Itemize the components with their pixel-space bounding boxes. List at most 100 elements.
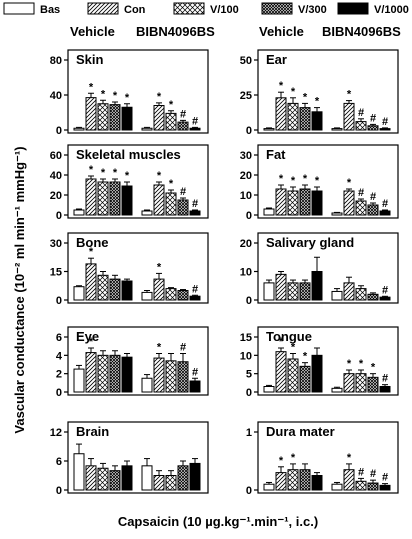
bar bbox=[287, 190, 299, 216]
y-tick-label: 0 bbox=[56, 210, 62, 222]
bar bbox=[165, 112, 177, 131]
y-tick-label: 10 bbox=[240, 350, 252, 362]
significance-marker: # bbox=[358, 107, 364, 119]
panel-title: Tongue bbox=[266, 329, 312, 344]
panel-frame bbox=[257, 144, 399, 219]
significance-marker: * bbox=[157, 342, 162, 354]
bar bbox=[85, 97, 97, 131]
bar bbox=[343, 469, 355, 491]
bar bbox=[287, 358, 299, 393]
significance-marker: * bbox=[125, 170, 130, 182]
bar bbox=[287, 102, 299, 131]
bar bbox=[263, 282, 275, 301]
significance-marker: # bbox=[192, 115, 198, 127]
significance-marker: # bbox=[370, 112, 376, 124]
bar bbox=[311, 111, 323, 131]
y-tick-label: 15 bbox=[50, 267, 62, 279]
bar bbox=[355, 288, 367, 301]
bar bbox=[165, 288, 177, 301]
bar bbox=[189, 295, 201, 301]
legend-swatch bbox=[173, 2, 205, 15]
bar bbox=[165, 192, 177, 216]
significance-marker: * bbox=[89, 336, 94, 348]
significance-marker: # bbox=[180, 342, 186, 354]
y-tick-label: 5 bbox=[246, 369, 252, 381]
significance-marker: * bbox=[89, 81, 94, 93]
bar bbox=[275, 188, 287, 216]
bar bbox=[355, 373, 367, 393]
significance-marker: * bbox=[89, 164, 94, 176]
bar bbox=[165, 475, 177, 491]
legend-swatch bbox=[337, 2, 369, 15]
significance-marker: * bbox=[291, 86, 296, 98]
bar bbox=[299, 282, 311, 301]
significance-marker: # bbox=[192, 283, 198, 295]
panel-title: Skeletal muscles bbox=[76, 147, 181, 162]
bar bbox=[97, 103, 109, 131]
legend-label: V/100 bbox=[210, 4, 239, 16]
y-tick-label: 50 bbox=[240, 55, 252, 67]
y-tick-label: 12 bbox=[50, 427, 62, 439]
significance-marker: # bbox=[358, 466, 364, 478]
significance-marker: * bbox=[291, 342, 296, 354]
bar bbox=[299, 469, 311, 491]
bar bbox=[73, 368, 85, 393]
y-tick-label: 15 bbox=[240, 332, 252, 344]
bar bbox=[73, 127, 85, 131]
bar bbox=[311, 271, 323, 301]
bar bbox=[121, 106, 133, 131]
bar bbox=[379, 128, 391, 131]
y-tick-label: 2 bbox=[56, 369, 62, 381]
bar bbox=[367, 293, 379, 301]
group-header: BIBN4096BS bbox=[322, 24, 401, 39]
significance-marker: # bbox=[180, 186, 186, 198]
bar bbox=[275, 351, 287, 393]
bar bbox=[73, 453, 85, 491]
y-tick-label: 40 bbox=[50, 170, 62, 182]
bar bbox=[331, 212, 343, 216]
y-tick-label: 80 bbox=[50, 55, 62, 67]
group-header: Vehicle bbox=[259, 24, 304, 39]
bar bbox=[121, 185, 133, 216]
bar bbox=[109, 278, 121, 301]
bar bbox=[331, 128, 343, 131]
significance-marker: * bbox=[315, 96, 320, 108]
y-tick-label: 0 bbox=[246, 125, 252, 137]
y-tick-label: 20 bbox=[240, 170, 252, 182]
bar bbox=[109, 104, 121, 131]
bar bbox=[189, 380, 201, 393]
significance-marker: * bbox=[347, 358, 352, 370]
panel-title: Dura mater bbox=[266, 424, 335, 439]
significance-marker: * bbox=[291, 452, 296, 464]
panel-frame bbox=[67, 232, 209, 304]
significance-marker: * bbox=[315, 175, 320, 187]
bar bbox=[141, 377, 153, 393]
significance-marker: * bbox=[279, 336, 284, 348]
panel-frame bbox=[257, 49, 399, 134]
group-header: BIBN4096BS bbox=[136, 24, 215, 39]
bar bbox=[311, 190, 323, 216]
bar bbox=[331, 483, 343, 491]
bar bbox=[379, 296, 391, 301]
significance-marker: * bbox=[347, 452, 352, 464]
bar bbox=[263, 128, 275, 131]
bar bbox=[275, 97, 287, 131]
bar bbox=[189, 210, 201, 216]
bar bbox=[121, 465, 133, 491]
significance-marker: # bbox=[382, 284, 388, 296]
significance-marker: * bbox=[169, 99, 174, 111]
x-axis-label: Capsaicin (10 µg.kg⁻¹.min⁻¹, i.c.) bbox=[118, 514, 318, 529]
legend-label: V/300 bbox=[298, 4, 327, 16]
significance-marker: # bbox=[180, 108, 186, 120]
bar bbox=[97, 274, 109, 301]
significance-marker: * bbox=[101, 88, 106, 100]
bar bbox=[299, 188, 311, 216]
significance-marker: * bbox=[169, 178, 174, 190]
bar bbox=[109, 354, 121, 393]
panel-frame bbox=[67, 144, 209, 219]
significance-marker: * bbox=[279, 173, 284, 185]
bar bbox=[141, 291, 153, 301]
bar bbox=[109, 181, 121, 216]
bar bbox=[311, 475, 323, 491]
